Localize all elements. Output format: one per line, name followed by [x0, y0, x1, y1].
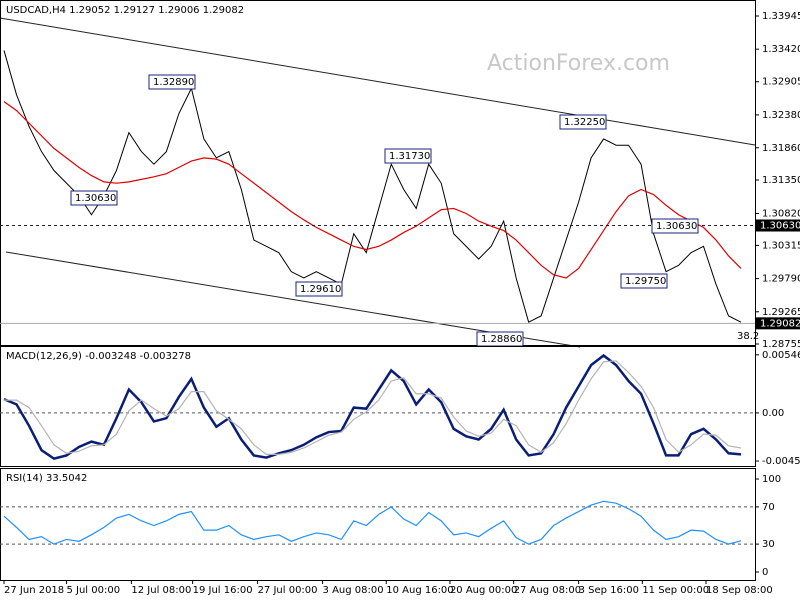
annotation-box [651, 218, 699, 234]
x-tick-label: 3 Aug 08:00 [323, 585, 384, 596]
x-tick-label: 19 Jul 16:00 [193, 585, 253, 596]
panel-title: USDCAD,H4 1.29052 1.29127 1.29006 1.2908… [6, 5, 244, 16]
x-tick-label: 27 Jun 2018 [4, 585, 64, 596]
y-tick-label: 1.33420 [762, 44, 800, 55]
panel-frame [0, 468, 756, 581]
series-line [3, 50, 742, 323]
y-tick-label: 100 [762, 474, 781, 485]
annotation: 1.32250 [564, 117, 605, 128]
x-tick-label: 11 Sep 00:00 [642, 585, 709, 596]
y-tick-label: 1.29790 [762, 274, 800, 285]
annotation-box [148, 74, 196, 90]
y-tick-label: 1.30820 [762, 208, 800, 219]
y-tick-label: 1.33945 [762, 11, 800, 22]
series-line [3, 101, 742, 279]
channel-lower [5, 251, 581, 348]
y-tick-label: 0.005465 [762, 350, 800, 361]
panel-title: RSI(14) 33.5042 [6, 473, 87, 484]
annotation-box [295, 281, 343, 297]
price-box-label: 1.30630 [760, 221, 800, 232]
x-tick-label: 20 Aug 00:00 [450, 585, 517, 596]
annotation-box [559, 114, 607, 130]
y-tick-label: 1.29265 [762, 307, 800, 318]
y-tick-label: -0.004527 [762, 456, 800, 467]
price-box [756, 317, 800, 330]
annotation-box [70, 190, 118, 206]
channel-upper [0, 17, 756, 146]
x-tick-label: 27 Aug 08:00 [514, 585, 581, 596]
y-tick-label: 30 [762, 539, 775, 550]
fib-label: 38.2 [737, 331, 759, 342]
x-tick-label: 12 Jul 08:00 [131, 585, 191, 596]
y-tick-label: 1.28755 [762, 339, 800, 350]
annotation-box [620, 273, 668, 289]
annotation-box [384, 148, 432, 164]
annotation: 1.29750 [625, 276, 666, 287]
x-tick-label: 5 Jul 00:00 [66, 585, 120, 596]
annotation: 1.30630 [75, 193, 116, 204]
annotation: 1.30630 [656, 221, 697, 232]
y-tick-label: 70 [762, 502, 775, 513]
x-tick-label: 18 Sep 08:00 [706, 585, 773, 596]
y-tick-label: 1.32380 [762, 110, 800, 121]
x-tick-label: 10 Aug 16:00 [386, 585, 453, 596]
price-box-label: 1.29082 [760, 318, 800, 329]
series-line [3, 353, 742, 460]
y-tick-label: 1.32905 [762, 77, 800, 88]
annotation: 1.31730 [389, 151, 430, 162]
y-tick-label: 1.31860 [762, 143, 800, 154]
y-tick-label: 1.31350 [762, 175, 800, 186]
panel-title: MACD(12,26,9) -0.003248 -0.003278 [6, 351, 191, 362]
x-tick-label: 27 Jul 00:00 [258, 585, 318, 596]
panel-frame [0, 346, 756, 467]
annotation: 1.29610 [300, 284, 341, 295]
y-tick-label: 1.30315 [762, 240, 800, 251]
series-line [4, 360, 742, 455]
annotation: 1.28860 [481, 334, 522, 345]
watermark: ActionForex.com [487, 51, 670, 76]
y-tick-label: 0 [762, 567, 768, 578]
annotation: 1.32890 [153, 77, 194, 88]
series-line [3, 500, 742, 545]
price-box [756, 219, 800, 232]
panel-frame [0, 0, 756, 346]
y-tick-label: 0.00 [762, 408, 784, 419]
x-tick-label: 3 Sep 16:00 [579, 585, 639, 596]
